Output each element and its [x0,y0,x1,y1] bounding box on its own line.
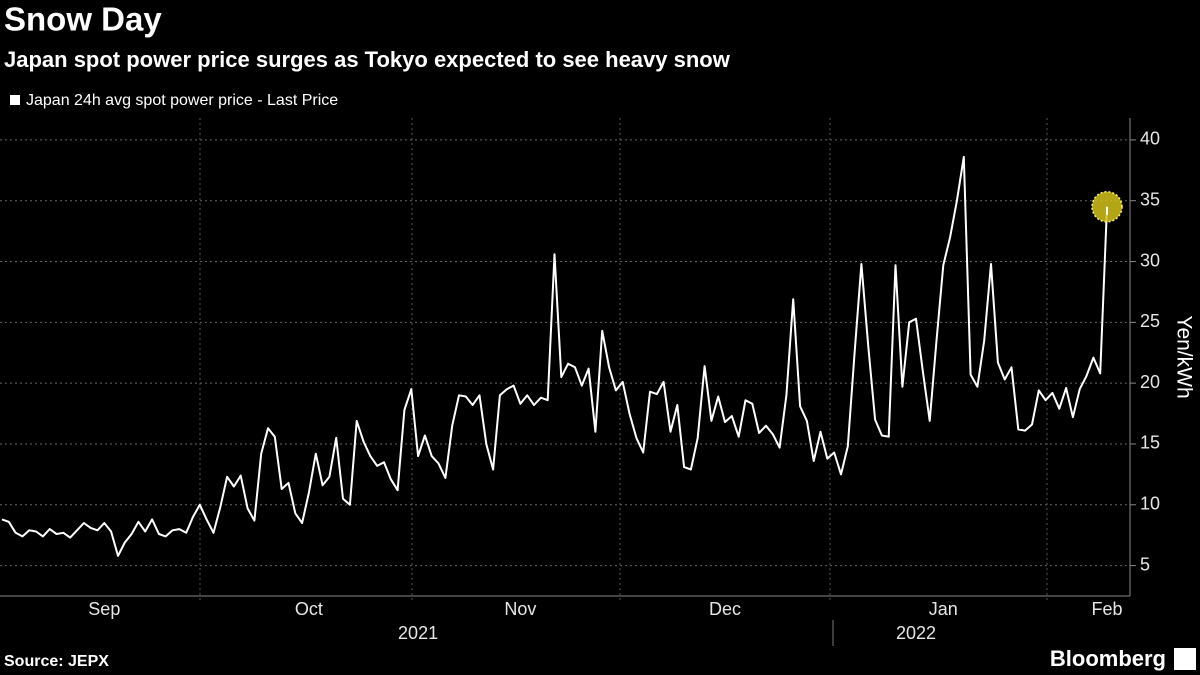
brand-logo [1174,648,1196,670]
x-tick-label: Oct [295,599,323,619]
y-tick-label: 10 [1140,494,1160,514]
x-tick-label: Feb [1091,599,1122,619]
chart-subtitle: Japan spot power price surges as Tokyo e… [4,47,731,72]
chart-title: Snow Day [4,1,162,38]
year-label: 2022 [896,623,936,643]
x-tick-label: Nov [504,599,536,619]
y-tick-label: 25 [1140,311,1160,331]
line [1,155,1108,557]
y-tick-label: 30 [1140,250,1160,270]
y-axis-label: Yen/kWh [1172,315,1195,398]
year-label: 2021 [398,623,438,643]
legend-label: Japan 24h avg spot power price - Last Pr… [26,92,338,109]
source: Source: JEPX [4,653,109,670]
y-tick-label: 40 [1140,129,1160,149]
brand: Bloomberg [1050,646,1166,671]
x-tick-label: Sep [88,599,120,619]
x-tick-label: Dec [709,599,741,619]
y-tick-label: 35 [1140,189,1160,209]
y-tick-label: 20 [1140,372,1160,392]
legend-swatch [10,95,20,105]
y-tick-label: 15 [1140,433,1160,453]
y-tick-label: 5 [1140,554,1150,574]
x-tick-label: Jan [929,599,958,619]
